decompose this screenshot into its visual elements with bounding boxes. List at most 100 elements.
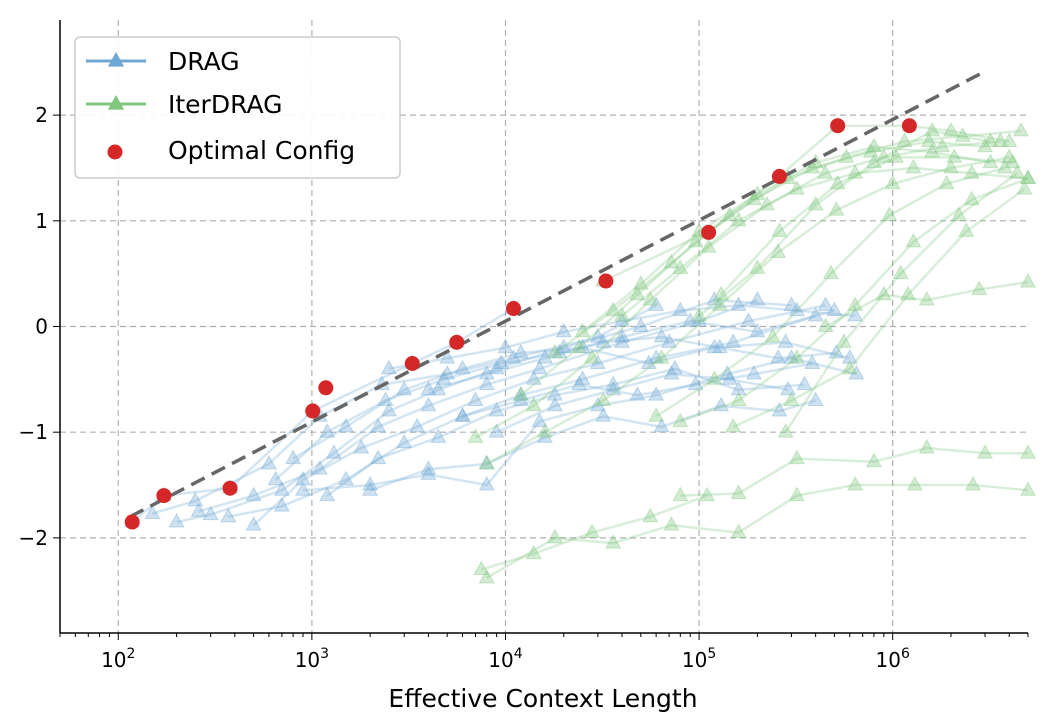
series-line — [486, 483, 1029, 580]
series-marker — [745, 365, 762, 380]
iterdrag-series — [512, 132, 994, 401]
series-marker — [435, 370, 452, 385]
series-marker — [555, 322, 572, 338]
optimal-point — [701, 224, 717, 240]
series-marker — [918, 439, 935, 454]
drag-series — [454, 354, 821, 422]
series-marker — [536, 349, 554, 364]
series-marker — [1004, 153, 1021, 169]
optimal-point — [404, 355, 420, 371]
series-marker — [899, 285, 917, 301]
series-marker — [977, 137, 994, 153]
series-marker — [640, 354, 657, 369]
series-marker — [783, 296, 800, 311]
series-line — [176, 298, 792, 524]
series-marker — [838, 148, 855, 163]
series-marker — [918, 291, 935, 306]
series-line — [428, 335, 837, 392]
series-marker — [571, 338, 588, 354]
series-marker — [1019, 169, 1037, 184]
series-marker — [1019, 273, 1037, 288]
iterdrag-series — [473, 486, 716, 576]
series-marker — [711, 338, 728, 354]
series-marker — [353, 439, 370, 454]
drag-series — [267, 301, 843, 486]
series-marker — [706, 338, 723, 354]
series-line — [554, 129, 1022, 354]
series-marker — [220, 507, 237, 523]
series-marker — [807, 306, 824, 322]
series-marker — [770, 243, 787, 258]
optimal-point — [124, 514, 140, 530]
x-tick-label: 103 — [295, 646, 329, 672]
series-marker — [1019, 444, 1037, 459]
series-marker — [796, 375, 813, 391]
series-marker — [144, 504, 161, 520]
legend-box — [74, 36, 401, 179]
x-axis-title: Effective Context Length — [388, 684, 697, 713]
drag-series — [319, 359, 813, 502]
series-marker — [653, 349, 670, 364]
optimal-point — [449, 334, 465, 350]
series-marker — [749, 322, 766, 338]
drag-series — [190, 291, 766, 517]
series-marker — [294, 481, 312, 496]
optimal-point — [318, 380, 334, 396]
series-marker — [771, 402, 788, 417]
series-marker — [740, 312, 757, 327]
axes — [53, 20, 1029, 640]
drag-series — [420, 328, 845, 396]
series-marker — [875, 148, 892, 163]
series-marker — [525, 396, 542, 412]
series-marker — [245, 516, 262, 531]
y-tick-label: −2 — [19, 526, 48, 550]
series-marker — [783, 391, 800, 406]
series-marker — [467, 391, 484, 406]
series-marker — [829, 174, 846, 190]
series-marker — [745, 190, 762, 206]
series-marker — [963, 164, 980, 179]
series-marker — [337, 417, 355, 433]
series-marker — [653, 417, 670, 433]
series-marker — [1001, 148, 1018, 163]
series-marker — [629, 285, 646, 301]
series-marker — [982, 153, 999, 169]
series-marker — [430, 428, 447, 443]
series-marker — [478, 375, 495, 391]
series-marker — [971, 280, 988, 295]
series-marker — [817, 296, 834, 311]
series-marker — [478, 454, 495, 470]
legend: DRAG IterDRAG Optimal Config — [74, 36, 401, 179]
series-marker — [273, 481, 290, 496]
series-marker — [595, 391, 612, 406]
series-marker — [847, 306, 864, 322]
series-line — [369, 399, 816, 492]
series-marker — [663, 516, 680, 531]
series-marker — [942, 158, 960, 174]
series-marker — [187, 491, 204, 507]
iterdrag-series — [467, 132, 1009, 443]
series-marker — [771, 222, 788, 237]
iterdrag-series — [613, 158, 1037, 322]
series-marker — [245, 486, 262, 502]
series-marker — [691, 312, 708, 327]
series-marker — [954, 127, 971, 142]
series-marker — [779, 380, 797, 396]
drag-series — [488, 365, 797, 438]
series-marker — [817, 317, 834, 332]
series-marker — [730, 380, 747, 396]
series-marker — [996, 158, 1013, 174]
drag-series — [294, 349, 865, 496]
series-marker — [950, 206, 968, 221]
series-marker — [721, 370, 738, 385]
series-marker — [430, 380, 447, 396]
series-marker — [906, 476, 923, 491]
series-marker — [764, 328, 781, 343]
series-marker — [512, 391, 529, 406]
series-marker — [725, 417, 742, 433]
series-marker — [632, 275, 649, 290]
series-marker — [574, 370, 591, 385]
series-marker — [730, 296, 747, 311]
series-marker — [892, 264, 909, 280]
series-marker — [788, 449, 805, 465]
